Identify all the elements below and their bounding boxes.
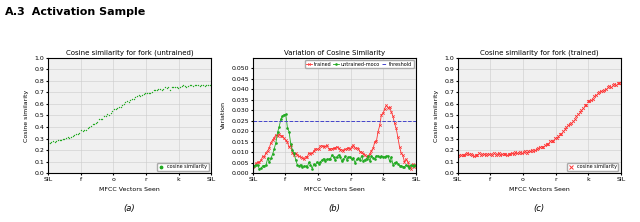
Text: (b): (b) <box>328 204 340 213</box>
Line: untrained-moco: untrained-moco <box>252 113 417 170</box>
untrained-moco <box>249 165 257 168</box>
Title: Variation of Cosine Similarity: Variation of Cosine Similarity <box>284 50 385 56</box>
trained <box>287 144 294 147</box>
Text: Activation Sample: Activation Sample <box>24 7 145 17</box>
trained <box>401 161 408 163</box>
Text: (a): (a) <box>124 204 136 213</box>
untrained-moco <box>284 126 291 129</box>
untrained-moco <box>407 164 415 166</box>
trained <box>333 145 340 148</box>
trained <box>412 163 420 166</box>
X-axis label: MFCC Vectors Seen: MFCC Vectors Seen <box>99 187 160 192</box>
untrained-moco <box>349 157 357 159</box>
untrained-moco <box>412 165 420 167</box>
untrained-moco <box>255 168 263 170</box>
Text: A.3: A.3 <box>5 7 26 17</box>
trained <box>249 166 257 168</box>
Title: Cosine similarity for fork (untrained): Cosine similarity for fork (untrained) <box>66 50 193 56</box>
trained <box>383 104 390 107</box>
trained <box>407 167 415 170</box>
untrained-moco <box>290 152 298 155</box>
Legend: trained, untrained-moco, threshold: trained, untrained-moco, threshold <box>305 60 413 68</box>
Legend: cosine similarity: cosine similarity <box>566 163 618 171</box>
trained <box>280 137 288 140</box>
Line: trained: trained <box>252 104 417 170</box>
threshold <box>251 119 259 122</box>
Y-axis label: Cosine similarity: Cosine similarity <box>24 89 29 142</box>
X-axis label: MFCC Vectors Seen: MFCC Vectors Seen <box>304 187 365 192</box>
trained <box>406 165 413 167</box>
untrained-moco <box>337 156 344 158</box>
threshold <box>249 119 257 122</box>
trained <box>346 148 354 151</box>
untrained-moco <box>403 164 410 166</box>
Text: (c): (c) <box>534 204 545 213</box>
Y-axis label: Cosine similarity: Cosine similarity <box>434 89 438 142</box>
Legend: cosine similarity: cosine similarity <box>157 163 209 171</box>
Title: Cosine similarity for fork (trained): Cosine similarity for fork (trained) <box>480 50 598 56</box>
untrained-moco <box>282 113 290 116</box>
X-axis label: MFCC Vectors Seen: MFCC Vectors Seen <box>509 187 570 192</box>
Y-axis label: Variation: Variation <box>221 101 226 129</box>
